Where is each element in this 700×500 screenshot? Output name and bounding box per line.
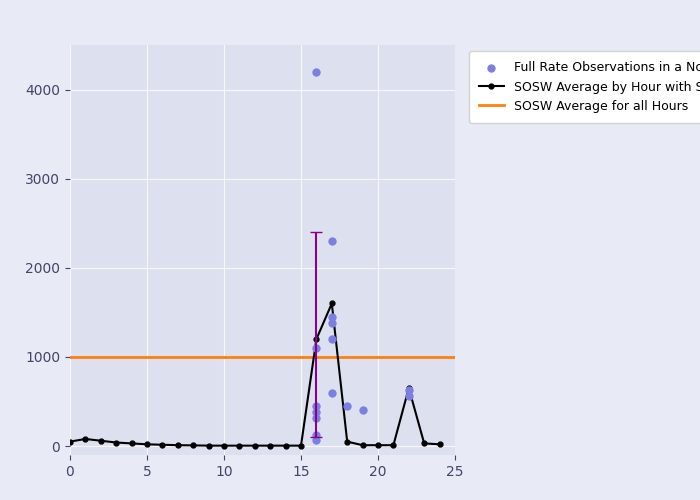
Full Rate Observations in a Normal Point [326, 237, 337, 245]
SOSW Average by Hour with STD [374, 442, 382, 448]
Full Rate Observations in a Normal Point [326, 319, 337, 327]
SOSW Average by Hour with STD [158, 442, 167, 448]
SOSW Average by Hour with STD [266, 442, 274, 448]
SOSW Average by Hour with STD [127, 440, 136, 446]
SOSW Average by Hour with STD [358, 442, 367, 448]
Full Rate Observations in a Normal Point [403, 392, 414, 400]
SOSW Average by Hour with STD [235, 442, 244, 448]
SOSW Average by Hour with STD [220, 442, 228, 448]
Full Rate Observations in a Normal Point [311, 414, 322, 422]
SOSW Average by Hour with STD [435, 442, 444, 448]
Line: SOSW Average by Hour with STD: SOSW Average by Hour with STD [68, 301, 442, 448]
SOSW Average by Hour with STD [112, 440, 120, 446]
SOSW Average by Hour with STD [297, 442, 305, 448]
SOSW Average by Hour with STD [174, 442, 182, 448]
SOSW Average by Hour with STD [420, 440, 428, 446]
SOSW Average for all Hours [66, 354, 74, 360]
SOSW Average by Hour with STD [405, 385, 413, 391]
Full Rate Observations in a Normal Point [326, 335, 337, 343]
Full Rate Observations in a Normal Point [311, 408, 322, 416]
SOSW Average by Hour with STD [281, 442, 290, 448]
SOSW Average by Hour with STD [389, 442, 398, 448]
SOSW Average by Hour with STD [189, 442, 197, 448]
Full Rate Observations in a Normal Point [311, 402, 322, 410]
SOSW Average by Hour with STD [251, 442, 259, 448]
SOSW Average by Hour with STD [143, 442, 151, 448]
SOSW Average by Hour with STD [343, 438, 351, 444]
SOSW Average by Hour with STD [328, 300, 336, 306]
Full Rate Observations in a Normal Point [311, 430, 322, 438]
SOSW Average by Hour with STD [81, 436, 90, 442]
Full Rate Observations in a Normal Point [357, 406, 368, 414]
Full Rate Observations in a Normal Point [326, 388, 337, 396]
SOSW Average by Hour with STD [312, 336, 321, 342]
Full Rate Observations in a Normal Point [311, 344, 322, 352]
Full Rate Observations in a Normal Point [311, 436, 322, 444]
SOSW Average by Hour with STD [97, 438, 105, 444]
SOSW Average by Hour with STD [204, 442, 213, 448]
Full Rate Observations in a Normal Point [311, 68, 322, 76]
Full Rate Observations in a Normal Point [326, 313, 337, 321]
SOSW Average by Hour with STD [66, 438, 74, 444]
Full Rate Observations in a Normal Point [342, 402, 353, 410]
Legend: Full Rate Observations in a Normal Point, SOSW Average by Hour with STD, SOSW Av: Full Rate Observations in a Normal Point… [469, 52, 700, 123]
SOSW Average for all Hours [81, 354, 90, 360]
Full Rate Observations in a Normal Point [403, 386, 414, 394]
